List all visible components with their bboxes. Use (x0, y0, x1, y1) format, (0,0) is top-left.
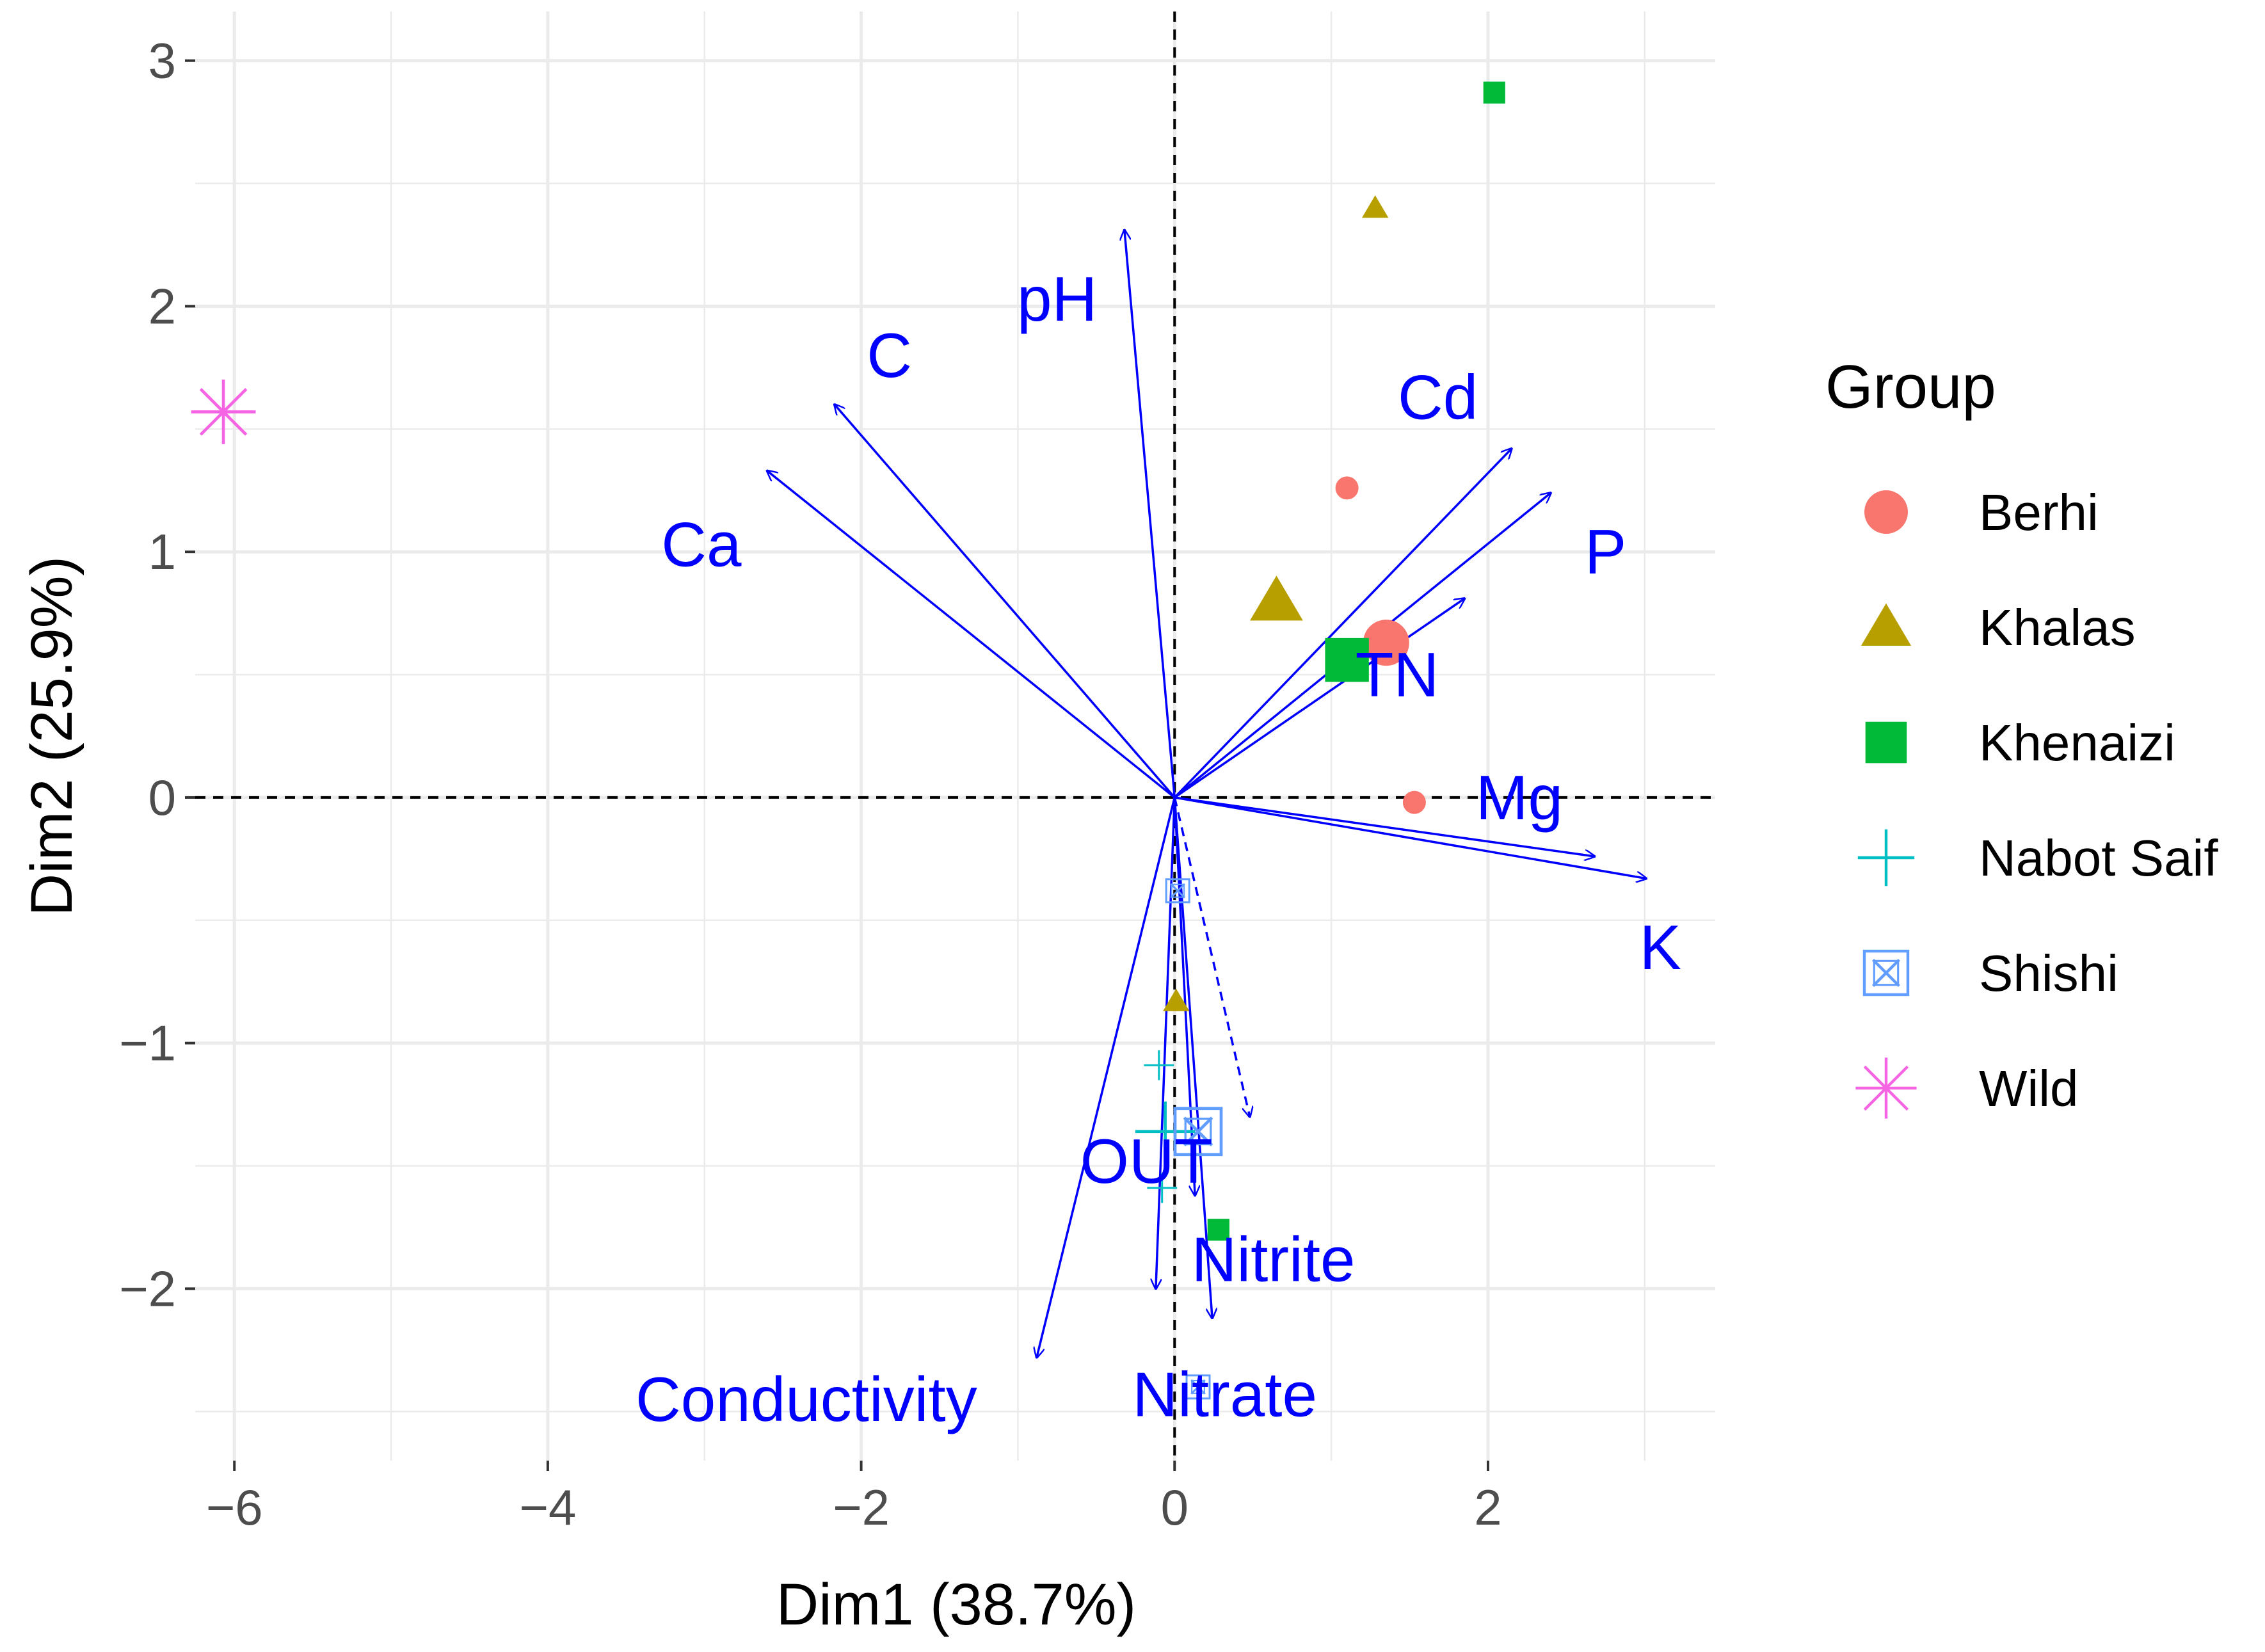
legend-label-khalas: Khalas (1979, 599, 2136, 656)
label-tn: TN (1356, 639, 1439, 710)
variable-labels: pH C Ca Cd P TN Mg K Conductivity OUT Nitrate Nitri… (636, 264, 1681, 1434)
y-tick-label: −1 (119, 1015, 176, 1071)
legend-items: Berhi Khalas Khenaizi Nabot Saif Shishi Wild (1855, 484, 2218, 1119)
y-tick-label: 3 (148, 33, 176, 89)
legend-key-berhi (1864, 490, 1908, 534)
legend-key-khenaizi (1865, 721, 1907, 764)
point-berhi (1335, 476, 1359, 500)
arrow-tn (1174, 598, 1464, 799)
label-conductivity: Conductivity (636, 1364, 977, 1434)
x-tick-label: 2 (1474, 1479, 1501, 1536)
x-tick-label: 0 (1161, 1479, 1189, 1536)
point-nabot-saif (1147, 1173, 1178, 1203)
label-c: C (867, 320, 912, 390)
y-tick-label: −2 (119, 1260, 176, 1317)
arrow-k (1174, 796, 1646, 879)
reference-lines (195, 12, 1715, 1461)
point-shishi (1173, 1107, 1223, 1157)
y-axis-title: Dim2 (25.9%) (19, 556, 84, 916)
arrow-ca (767, 471, 1176, 799)
label-k: K (1640, 912, 1681, 982)
arrow-ph (1124, 230, 1176, 798)
x-tick-label: −2 (833, 1479, 890, 1536)
y-tick-label: 1 (148, 524, 176, 580)
arrow-nitrite (1173, 797, 1195, 1196)
label-nitrite: Nitrite (1192, 1224, 1356, 1294)
point-khalas (1361, 195, 1389, 218)
point-khalas (1163, 988, 1190, 1011)
y-tick-label: 0 (148, 769, 176, 826)
legend-key-wild (1855, 1057, 1917, 1119)
legend-label-nabot-saif: Nabot Saif (1979, 830, 2218, 886)
y-tick-label: 2 (148, 278, 176, 334)
legend-title: Group (1825, 353, 1996, 421)
grid-lines (195, 12, 1715, 1461)
point-khenaizi (1207, 1219, 1229, 1241)
variable-arrows (767, 230, 1647, 1358)
legend-label-berhi: Berhi (1979, 484, 2099, 541)
legend-label-wild: Wild (1979, 1060, 2079, 1117)
point-nabot-saif (1144, 1050, 1174, 1080)
label-cd: Cd (1398, 362, 1478, 432)
arrow-unlabeled (1173, 797, 1250, 1117)
label-nitrate: Nitrate (1132, 1359, 1317, 1429)
legend-label-shishi: Shishi (1979, 945, 2118, 1002)
point-khenaizi (1325, 638, 1369, 682)
x-axis-title: Dim1 (38.7%) (776, 1572, 1136, 1637)
point-berhi (1402, 790, 1426, 814)
label-mg: Mg (1476, 762, 1563, 833)
label-ca: Ca (661, 509, 742, 580)
legend-key-shishi (1862, 949, 1910, 997)
arrow-cd (1174, 449, 1511, 799)
legend-label-khenaizi: Khenaizi (1979, 714, 2175, 771)
legend-key-nabot-saif (1857, 829, 1915, 886)
point-wild (191, 380, 256, 444)
legend: Group Berhi Khalas Khenaizi Nabot Saif Shish… (1825, 353, 2218, 1119)
label-p: P (1585, 517, 1626, 587)
individual-points (191, 81, 1505, 1400)
arrow-conductivity (1037, 797, 1176, 1358)
point-shishi (1165, 878, 1190, 904)
point-berhi (1363, 620, 1409, 666)
legend-key-khalas (1861, 603, 1912, 646)
x-tick-label: −4 (519, 1479, 576, 1536)
point-khenaizi (1483, 81, 1505, 104)
arrow-mg (1174, 796, 1594, 856)
arrow-c (835, 405, 1176, 799)
label-out: OUT (1080, 1126, 1213, 1196)
x-tick-label: −6 (206, 1479, 263, 1536)
axis-ticks: −6 −4 −2 0 2 −2 −1 0 1 2 3 (119, 33, 1502, 1536)
point-shishi (1185, 1374, 1211, 1400)
point-khalas (1250, 575, 1303, 621)
label-ph: pH (1017, 264, 1097, 334)
